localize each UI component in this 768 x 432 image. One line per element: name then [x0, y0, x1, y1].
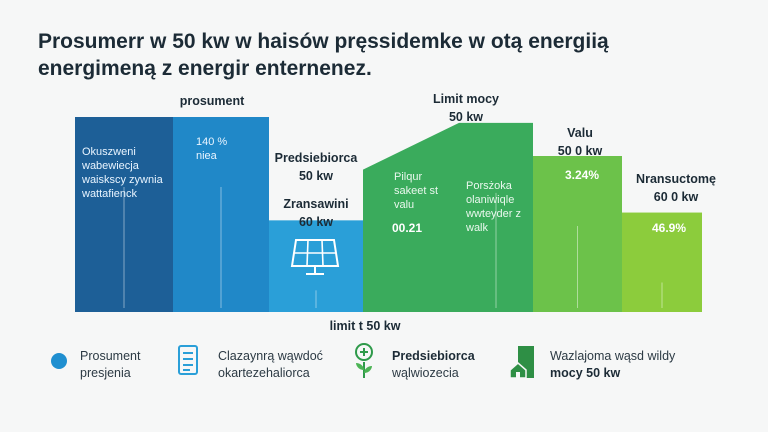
bar-top-label: 50 kw: [449, 110, 483, 124]
legend-label: Wazlajoma wąsd wildy: [550, 349, 676, 363]
solar-panel-icon: [290, 239, 340, 275]
bar-top-label: 60 0 kw: [654, 190, 699, 204]
legend-sublabel: okartezehaliorca: [218, 366, 310, 380]
bar-value-label: 3.24%: [565, 168, 599, 182]
legend-item-moc: Wazlajoma wąsd wildy mocy 50 kw: [508, 340, 675, 382]
legend-sublabel: presjenia: [80, 366, 131, 380]
legend-label: Predsiebiorca: [392, 349, 475, 363]
bar-inner-label: Porsżoka: [466, 180, 513, 192]
legend-sublabel: mocy 50 kw: [550, 366, 621, 380]
bar-top-label: Zransawini: [283, 197, 348, 211]
bar-inner-label: wabewiecja: [81, 160, 140, 172]
bar-6: [533, 156, 622, 312]
bar-inner-label: wattafienck: [81, 188, 138, 200]
bar-inner-label: Pilqur: [394, 171, 422, 183]
document-icon: [178, 345, 198, 375]
house-flag-icon: [509, 346, 534, 379]
bar-top-label: Predsiebiorca: [275, 151, 359, 165]
legend-label: Clazaynrą wąwdoć: [218, 349, 323, 363]
chart-bottom-label: limit t 50 kw: [330, 319, 401, 333]
chart-title-line-2: energimeną z energir enternenez.: [38, 57, 372, 80]
bar-inner-label: valu: [394, 199, 414, 211]
bar-top-label: Nransuctomę: [636, 172, 716, 186]
bar-top-label: 50 0 kw: [558, 144, 603, 158]
blue-dot-icon: [51, 353, 67, 369]
bar-inner-label: Okuszweni: [82, 146, 136, 158]
legend-item-predsiebiorca: Predsiebiorca wąlwiozecia: [350, 340, 475, 382]
bar-value-label: 46.9%: [652, 221, 686, 235]
bar-top-label: Valu: [567, 126, 593, 140]
legend-item-document: Clazaynrą wąwdoć okartezehaliorca: [176, 340, 323, 382]
bar-inner-label: niea: [196, 150, 218, 162]
legend-label: Prosument: [80, 349, 141, 363]
bar-top-label: 60 kw: [299, 215, 333, 229]
bar-inner-label: 140 %: [196, 136, 227, 148]
legend: Prosument presjenia Clazaynrą wąwdoć oka…: [0, 340, 768, 400]
bar-top-label: 50 kw: [299, 169, 333, 183]
legend-sublabel: wąlwiozecia: [392, 366, 459, 380]
bar-inner-label: wwteyder z: [465, 208, 521, 220]
bar-top-label: Limit mocy: [433, 92, 499, 106]
bar-7: [622, 212, 702, 312]
bar-inner-label: walk: [465, 222, 489, 234]
bar-inner-label: waiskscy zywnia: [81, 174, 164, 186]
bar-top-label: prosument: [180, 94, 245, 108]
bar-inner-label: olaniwiqle: [466, 194, 514, 206]
bar-1: [75, 117, 173, 312]
bar-2: [173, 117, 269, 312]
chart-title-line-1: Prosumerr w 50 kw w haisów pręssidemke w…: [38, 30, 609, 53]
chart-title: Prosumerr w 50 kw w haisów pręssidemke w…: [38, 28, 738, 82]
bar-value-label: 00.21: [392, 221, 422, 235]
bar-inner-label: sakeet st: [394, 185, 438, 197]
plant-plus-icon: [355, 343, 373, 378]
bar-5: [363, 122, 533, 312]
legend-item-prosument: Prosument presjenia: [48, 340, 140, 382]
